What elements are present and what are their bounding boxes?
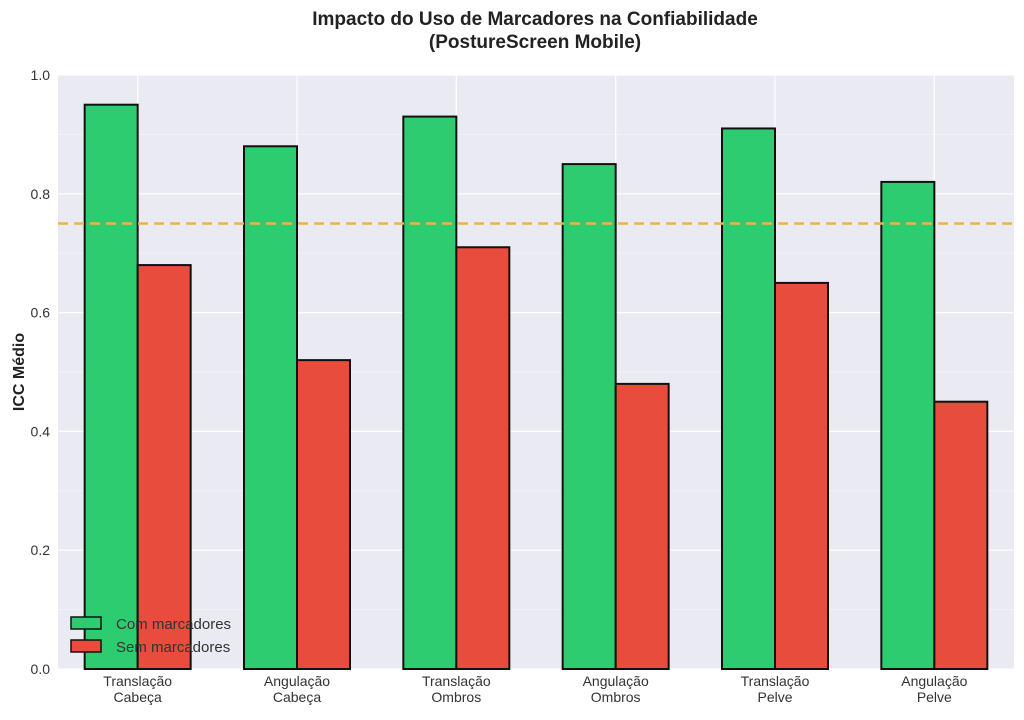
x-tick-label: Translação [422,673,491,689]
legend-label: Com marcadores [116,616,231,633]
x-tick-label: Cabeça [114,689,162,705]
y-tick-label: 1.0 [31,67,51,83]
legend-swatch [70,639,102,653]
y-tick-label: 0.6 [31,305,51,321]
x-tick-label: Pelve [757,689,792,705]
bar-com-marcadores [561,163,617,670]
bar-com-marcadores [721,127,776,670]
x-tick-label: Ombros [431,689,481,705]
plot-area: 0.00.20.40.60.81.0TranslaçãoCabeçaAngula… [31,67,1014,705]
chart-title: Impacto do Uso de Marcadores na Confiabi… [312,9,758,30]
y-tick-label: 0.8 [31,186,51,202]
bar-com-marcadores [880,180,936,670]
bar-sem-marcadores [774,281,829,670]
bar-sem-marcadores [136,264,192,670]
x-tick-label: Angulação [264,673,330,689]
x-tick-label: Translação [103,673,172,689]
x-tick-label: Ombros [591,689,641,705]
bar-sem-marcadores [296,359,351,670]
bar-com-marcadores [83,103,139,670]
y-tick-label: 0.2 [31,542,51,558]
legend-swatch [70,616,102,630]
bar-com-marcadores [243,145,298,670]
x-tick-label: Pelve [917,689,952,705]
bar-sem-marcadores [614,382,670,670]
legend-label: Sem marcadores [116,639,230,656]
y-tick-label: 0.4 [31,423,51,439]
chart-subtitle: (PostureScreen Mobile) [429,32,641,53]
x-tick-label: Translação [741,673,810,689]
x-tick-label: Angulação [901,673,967,689]
bar-sem-marcadores [455,246,511,670]
y-axis-label: ICC Médio [11,333,28,411]
bar-sem-marcadores [933,400,989,670]
x-tick-label: Angulação [583,673,649,689]
x-tick-label: Cabeça [273,689,321,705]
y-tick-label: 0.0 [31,661,51,677]
bar-com-marcadores [402,115,458,670]
